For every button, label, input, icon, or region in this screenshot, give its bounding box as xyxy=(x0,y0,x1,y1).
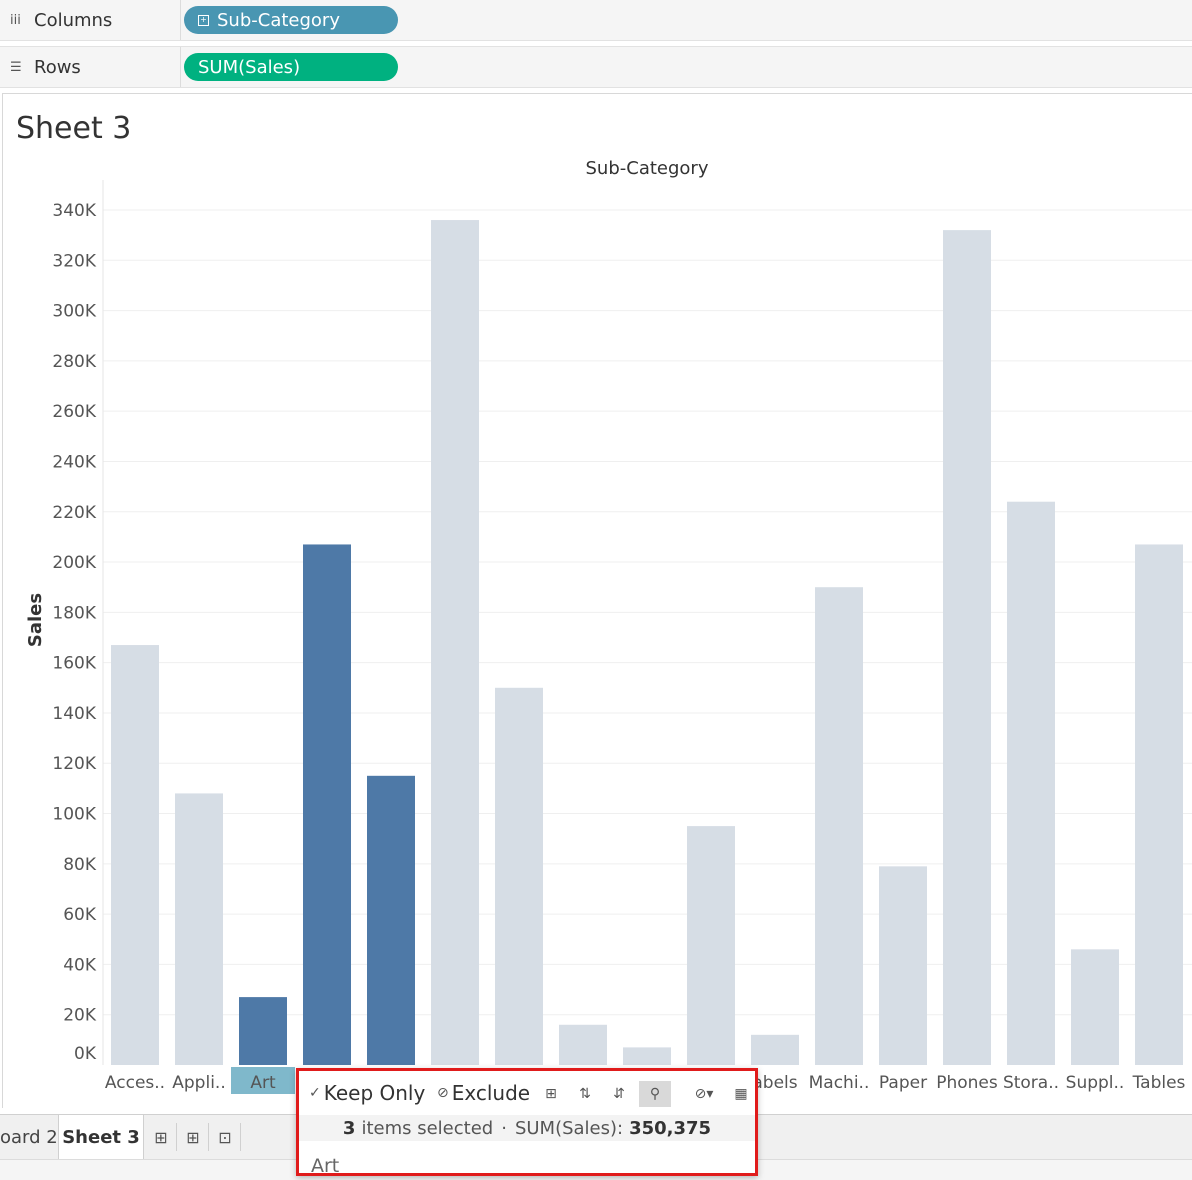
expand-icon[interactable]: + xyxy=(198,14,209,26)
x-tick-label[interactable]: abels xyxy=(752,1073,797,1093)
y-tick-label: 200K xyxy=(52,553,96,573)
y-tick-label: 60K xyxy=(63,905,97,925)
items-selected-text: items selected xyxy=(361,1117,494,1139)
exclude-label: Exclude xyxy=(451,1081,531,1105)
x-tick-label[interactable]: Appli.. xyxy=(172,1073,225,1093)
y-tick-label: 120K xyxy=(52,754,96,774)
view-data-icon[interactable]: ▦ xyxy=(734,1086,748,1102)
sub-category-pill-label: Sub-Category xyxy=(217,9,340,31)
x-tick-label[interactable]: Machi.. xyxy=(809,1073,870,1093)
y-tick-label: 240K xyxy=(52,452,96,472)
y-tick-label: 140K xyxy=(52,704,96,724)
y-tick-label: 180K xyxy=(52,603,96,623)
x-label-highlight xyxy=(231,1067,295,1094)
selected-count: 3 xyxy=(342,1117,356,1139)
tab-label: Sheet 3 xyxy=(62,1126,140,1148)
tab-dashboard-2[interactable]: oard 2 xyxy=(0,1115,58,1159)
x-tick-label[interactable]: Tables xyxy=(1132,1073,1186,1093)
sheet-title: Sheet 3 xyxy=(16,111,132,146)
x-tick-label[interactable]: Phones xyxy=(936,1073,998,1093)
y-tick-label: 220K xyxy=(52,503,96,523)
x-tick-label[interactable]: Stora.. xyxy=(1003,1073,1059,1093)
sub-category-pill[interactable]: + Sub-Category xyxy=(184,6,398,34)
rows-label: Rows xyxy=(34,56,81,78)
columns-icon: iii xyxy=(10,12,21,28)
bar-item-8[interactable] xyxy=(623,1047,671,1065)
exclude-button[interactable]: ⊘ Exclude xyxy=(437,1081,530,1105)
x-tick-label[interactable]: Acces.. xyxy=(105,1073,165,1093)
new-worksheet-icon[interactable]: ⊞ xyxy=(146,1123,177,1151)
tooltip-toolbar: ✓ Keep Only ⊘ Exclude ⊞ ⇅ ⇵ ⚲ ⊘▾ ▦ xyxy=(299,1077,755,1109)
bar-phones[interactable] xyxy=(943,230,991,1065)
bar-acces[interactable] xyxy=(111,645,159,1065)
tab-label: oard 2 xyxy=(0,1126,58,1148)
tooltip-item: Art xyxy=(311,1155,340,1177)
bar-paper[interactable] xyxy=(879,866,927,1065)
keep-only-button[interactable]: ✓ Keep Only xyxy=(309,1081,425,1105)
measure-label: SUM(Sales): xyxy=(514,1117,624,1139)
chart-title: Sub-Category xyxy=(586,158,709,179)
check-icon: ✓ xyxy=(309,1085,321,1101)
sum-sales-pill-label: SUM(Sales) xyxy=(198,56,301,78)
bar-item-3[interactable] xyxy=(303,544,351,1065)
pin-icon[interactable]: ⚲ xyxy=(639,1081,671,1107)
selection-summary: 3 items selected · SUM(Sales): 350,375 xyxy=(299,1115,755,1141)
x-ticks: Acces.. Appli.. Art abels Machi.. Paper Phones… xyxy=(105,1067,1186,1094)
bar-item-6[interactable] xyxy=(495,687,543,1065)
rows-shelf-label: ☰ Rows xyxy=(0,47,181,87)
keep-only-label: Keep Only xyxy=(323,1081,426,1105)
x-tick-label[interactable]: Paper xyxy=(879,1073,927,1093)
y-axis-label: Sales xyxy=(25,593,46,647)
bar-item-4[interactable] xyxy=(367,775,415,1065)
bar-abels[interactable] xyxy=(751,1034,799,1065)
bar-appli[interactable] xyxy=(175,793,223,1065)
y-tick-label: 100K xyxy=(52,805,96,825)
sum-sales-pill[interactable]: SUM(Sales) xyxy=(184,53,398,81)
y-tick-label: 0K xyxy=(74,1044,97,1064)
y-tick-label: 280K xyxy=(52,352,96,372)
bar-chart: Sub-Category Sales 0K 20K 40K 60K 80K 100K 120… xyxy=(25,158,1192,1094)
new-story-icon[interactable]: ⊡ xyxy=(210,1123,241,1151)
selection-tooltip: ✓ Keep Only ⊘ Exclude ⊞ ⇅ ⇵ ⚲ ⊘▾ ▦ 3 ite… xyxy=(296,1068,758,1177)
y-tick-label: 340K xyxy=(52,201,96,221)
bar-tables[interactable] xyxy=(1135,544,1183,1065)
y-tick-label: 40K xyxy=(63,955,97,975)
columns-label: Columns xyxy=(34,9,113,31)
bar-machi[interactable] xyxy=(815,587,863,1065)
x-tick-label[interactable]: Art xyxy=(250,1073,276,1093)
sort-descending-icon[interactable]: ⇵ xyxy=(613,1086,625,1102)
bar-suppl[interactable] xyxy=(1071,949,1119,1065)
columns-shelf-label: iii Columns xyxy=(0,0,181,40)
y-tick-label: 260K xyxy=(52,402,96,422)
set-dropdown-icon[interactable]: ⊘▾ xyxy=(694,1086,714,1102)
exclude-icon: ⊘ xyxy=(437,1085,449,1101)
columns-shelf: iii Columns + Sub-Category xyxy=(0,0,1192,41)
rows-shelf: ☰ Rows SUM(Sales) xyxy=(0,46,1192,88)
bar-art[interactable] xyxy=(239,997,287,1065)
y-tick-label: 300K xyxy=(52,302,96,322)
y-tick-label: 80K xyxy=(63,855,97,875)
x-tick-label[interactable]: Suppl.. xyxy=(1066,1073,1125,1093)
y-tick-label: 160K xyxy=(52,654,96,674)
group-icon[interactable]: ⊞ xyxy=(545,1086,557,1102)
separator: · xyxy=(501,1117,507,1139)
tab-sheet-3[interactable]: Sheet 3 xyxy=(58,1115,144,1159)
bar-item-7[interactable] xyxy=(559,1024,607,1065)
y-ticks: 0K 20K 40K 60K 80K 100K 120K 140K 160K 180K 200K 22… xyxy=(52,201,96,1064)
bars xyxy=(111,220,1183,1065)
bar-stora[interactable] xyxy=(1007,501,1055,1065)
new-dashboard-icon[interactable]: ⊞ xyxy=(178,1123,209,1151)
y-tick-label: 320K xyxy=(52,251,96,271)
y-tick-label: 20K xyxy=(63,1006,97,1026)
sort-ascending-icon[interactable]: ⇅ xyxy=(579,1086,591,1102)
rows-icon: ☰ xyxy=(10,59,22,75)
measure-value: 350,375 xyxy=(629,1117,712,1139)
bar-item-9[interactable] xyxy=(687,826,735,1065)
bar-item-5[interactable] xyxy=(431,220,479,1065)
